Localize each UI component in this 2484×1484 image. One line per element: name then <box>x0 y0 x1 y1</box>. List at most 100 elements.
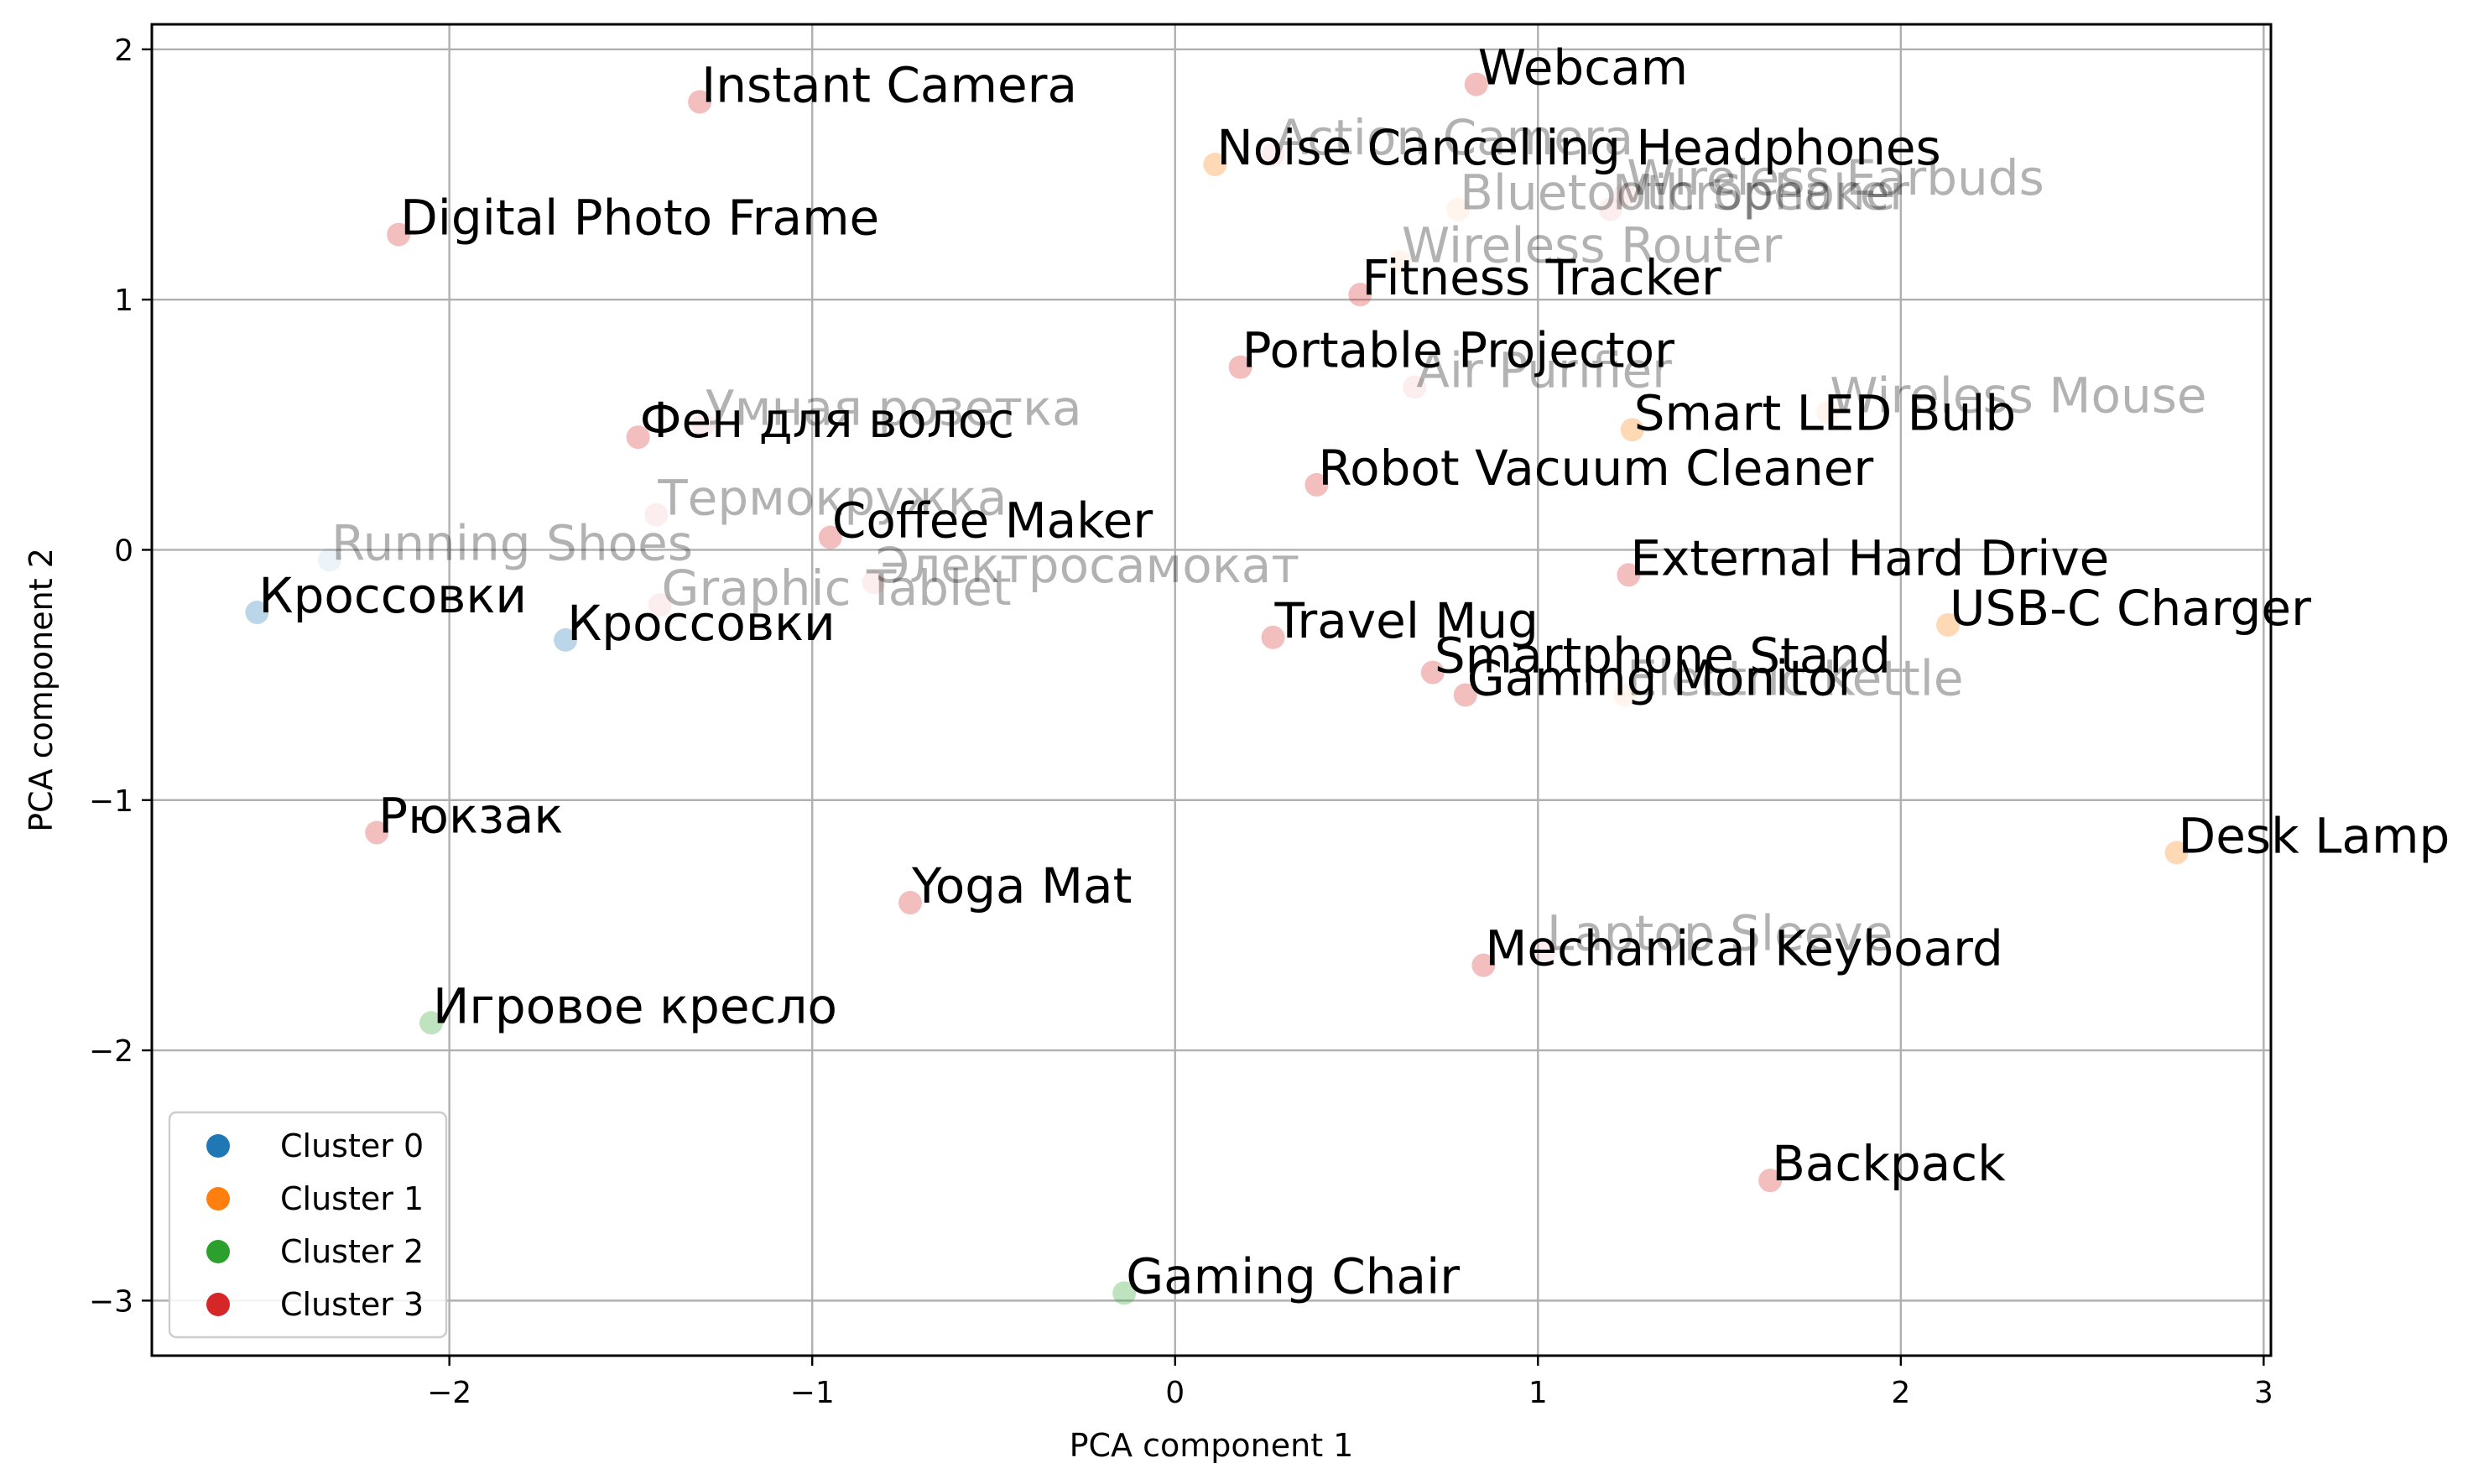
point-label: Instant Camera <box>701 56 1077 113</box>
scatter-point <box>626 425 650 450</box>
legend-label: Cluster 0 <box>280 1127 424 1164</box>
y-axis-label: PCA component 2 <box>23 548 60 832</box>
scatter-point <box>1388 250 1412 274</box>
scatter-point <box>818 525 842 549</box>
legend-box <box>168 1111 448 1339</box>
legend-marker <box>206 1187 230 1211</box>
point-label: Graphic Tablet <box>662 560 1012 617</box>
scatter-point <box>387 222 411 247</box>
point-label: Кроссовки <box>258 567 527 624</box>
scatter-point <box>1261 625 1285 649</box>
y-tick-label: 0 <box>114 534 133 568</box>
scatter-point <box>2164 841 2189 865</box>
legend-marker <box>206 1293 230 1316</box>
y-tick-label: −3 <box>89 1284 133 1319</box>
scatter-point <box>554 627 578 652</box>
point-label: Фен для волос <box>640 392 1015 449</box>
scatter-point <box>1936 612 1961 637</box>
scatter-point <box>644 502 669 527</box>
point-label: Coffee Maker <box>832 492 1153 549</box>
point-label: Yoga Mat <box>911 857 1132 914</box>
y-tick-label: −1 <box>89 784 133 819</box>
point-label: Умная розетка <box>705 379 1081 436</box>
point-label: Noise Cancelling Headphones <box>1216 119 1940 176</box>
scatter-point <box>365 820 389 845</box>
point-label: Wireless Mouse <box>1830 367 2206 424</box>
point-label: Action Camera <box>1275 109 1634 166</box>
point-label: Smart LED Bulb <box>1634 384 2016 441</box>
scatter-point <box>1471 953 1496 977</box>
point-label: Travel Mug <box>1274 592 1539 649</box>
point-label: Webcam <box>1478 39 1688 96</box>
point-label: USB-C Charger <box>1950 580 2311 637</box>
legend-label: Cluster 1 <box>280 1180 424 1217</box>
plot-frame <box>150 23 2273 1357</box>
legend: Cluster 0 Cluster 1 Cluster 2 Cluster 3 <box>168 1111 448 1339</box>
scatter-point <box>1620 418 1644 442</box>
data-points <box>245 72 2189 1305</box>
point-label: Fitness Tracker <box>1362 249 1721 306</box>
x-tick-label: 3 <box>2254 1376 2273 1410</box>
x-axis-label: PCA component 1 <box>1070 1427 1354 1464</box>
point-label: Microphone <box>1612 164 1896 221</box>
scatter-point <box>1617 563 1641 587</box>
point-label: Electric Kettle <box>1627 649 1963 706</box>
point-label: Running Shoes <box>331 514 693 571</box>
y-tick-label: 2 <box>114 34 133 68</box>
grid <box>152 24 2271 1356</box>
point-label: Bluetooth Speaker <box>1460 164 1909 221</box>
point-label: Laptop Sleeve <box>1547 905 1893 962</box>
scatter-point <box>1613 683 1638 707</box>
legend-label: Cluster 3 <box>280 1286 424 1323</box>
point-label: Air Purifier <box>1416 342 1672 399</box>
scatter-point <box>688 90 712 114</box>
y-tick-label: −2 <box>89 1034 133 1069</box>
point-label: Термокружка <box>657 470 1007 527</box>
point-label: Рюкзак <box>378 788 563 845</box>
scatter-point <box>1758 1169 1783 1193</box>
point-label: Backpack <box>1772 1135 2006 1192</box>
point-label: Robot Vacuum Cleaner <box>1318 440 1873 497</box>
scatter-point <box>1816 400 1841 424</box>
scatter-point <box>1304 472 1329 497</box>
point-label: Gaming Monitor <box>1467 649 1858 706</box>
legend-label: Cluster 2 <box>280 1233 424 1270</box>
y-tick-label: 1 <box>114 284 133 318</box>
x-axis-ticks: −2 −1 0 1 2 3 <box>427 1356 2273 1410</box>
x-tick-label: 1 <box>1528 1376 1548 1410</box>
scatter-point <box>1613 182 1638 206</box>
scatter-point <box>898 891 922 915</box>
point-label: External Hard Drive <box>1630 529 2109 586</box>
scatter-point <box>1420 660 1445 685</box>
scatter-point <box>1112 1281 1137 1305</box>
scatter-point <box>1446 197 1471 221</box>
scatter-point <box>1228 355 1252 379</box>
x-tick-label: 2 <box>1891 1376 1910 1410</box>
x-tick-label: −2 <box>427 1376 471 1410</box>
scatter-point <box>1203 153 1227 177</box>
scatter-point <box>1348 283 1372 307</box>
point-label: Desk Lamp <box>2179 807 2450 864</box>
point-label: Gaming Chair <box>1126 1247 1460 1304</box>
point-label: Mechanical Keyboard <box>1485 920 2002 977</box>
scatter-point <box>648 593 672 617</box>
point-label: Wireless Router <box>1402 216 1782 273</box>
point-label: Smartphone Stand <box>1435 627 1891 685</box>
point-label: Игровое кресло <box>433 977 837 1034</box>
scatter-point <box>317 548 341 572</box>
point-label: Digital Photo Frame <box>400 190 879 247</box>
y-axis-ticks: −3 −2 −1 0 1 2 <box>89 34 152 1319</box>
x-tick-label: 0 <box>1165 1376 1185 1410</box>
scatter-point <box>1403 375 1427 399</box>
point-label: Кроссовки <box>567 595 836 652</box>
point-label: Portable Projector <box>1242 322 1674 379</box>
scatter-point <box>1598 197 1622 221</box>
legend-marker <box>206 1134 230 1158</box>
scatter-point <box>1533 938 1557 962</box>
legend-marker <box>206 1240 230 1263</box>
scatter-point <box>419 1011 444 1035</box>
point-labels: Instant Camera Digital Photo Frame Webcam N… <box>258 39 2450 1305</box>
point-label: Электросамокат <box>876 537 1299 594</box>
scatter-point <box>691 413 716 437</box>
